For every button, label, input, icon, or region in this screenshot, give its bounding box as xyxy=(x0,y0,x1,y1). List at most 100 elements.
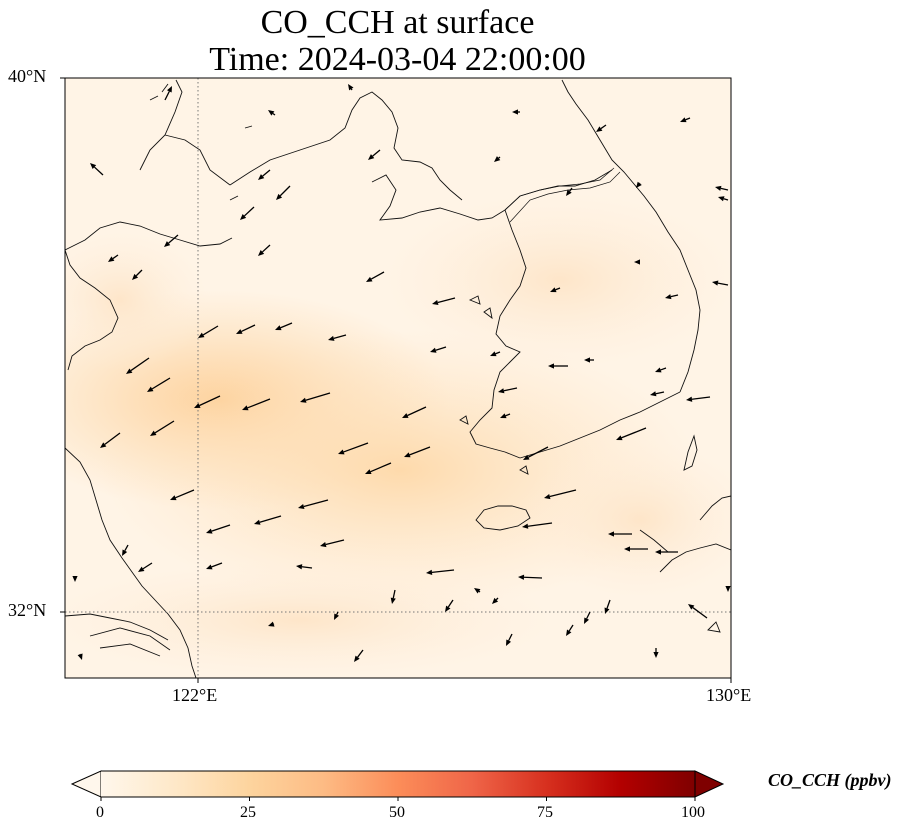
wind-arrow xyxy=(494,156,501,162)
wind-arrow xyxy=(258,169,271,180)
concentration-field xyxy=(65,78,731,678)
wind-arrow xyxy=(523,446,549,460)
wind-arrow xyxy=(608,531,632,537)
wind-arrow xyxy=(164,234,179,247)
colorbar-tick-75: 75 xyxy=(537,804,553,821)
wind-arrow xyxy=(584,357,594,363)
map-frame xyxy=(64,77,732,679)
wind-arrow xyxy=(242,398,271,411)
wind-arrow xyxy=(688,604,708,619)
wind-arrow xyxy=(348,84,354,91)
wind-arrow xyxy=(268,621,275,627)
wind-arrow xyxy=(680,117,691,123)
wind-arrow xyxy=(518,574,543,580)
wind-arrow xyxy=(236,324,256,334)
wind-arrow xyxy=(432,297,456,306)
wind-arrow xyxy=(334,611,340,620)
wind-vectors xyxy=(72,84,731,662)
wind-arrow xyxy=(655,549,678,555)
colorbar-extend-high xyxy=(694,770,725,798)
wind-arrow xyxy=(390,589,396,604)
wind-arrow xyxy=(338,442,369,455)
wind-arrow xyxy=(300,392,331,403)
lat-label-32n: 32°N xyxy=(8,600,47,620)
wind-arrow xyxy=(354,649,364,662)
colorbar-tick-100: 100 xyxy=(681,804,705,821)
wind-arrow xyxy=(254,515,282,525)
wind-arrow xyxy=(544,489,577,500)
axis-ticks xyxy=(60,77,732,683)
wind-arrow xyxy=(402,406,427,418)
wind-arrow xyxy=(490,351,501,357)
colorbar-gradient xyxy=(101,771,695,797)
wind-arrow xyxy=(566,187,573,196)
wind-arrow xyxy=(206,524,231,534)
wind-arrow xyxy=(634,259,640,265)
colorbar xyxy=(70,770,725,801)
wind-arrow xyxy=(296,564,313,570)
wind-arrow xyxy=(596,124,607,132)
wind-arrow xyxy=(268,110,276,116)
wind-arrow xyxy=(320,539,345,548)
wind-arrow xyxy=(624,546,648,552)
wind-arrow xyxy=(718,196,729,202)
wind-arrow xyxy=(194,395,221,408)
colorbar-tick-25: 25 xyxy=(240,804,256,821)
wind-arrow xyxy=(276,185,291,200)
wind-arrow xyxy=(712,280,729,286)
wind-arrow xyxy=(147,377,171,392)
wind-arrow xyxy=(365,462,392,475)
wind-arrow xyxy=(474,588,481,594)
colorbar-tick-0: 0 xyxy=(96,804,104,821)
wind-arrow xyxy=(298,499,329,509)
wind-arrow xyxy=(328,334,347,341)
wind-arrow xyxy=(77,653,83,660)
wind-arrow xyxy=(206,562,223,570)
wind-arrow xyxy=(108,254,119,262)
wind-arrow xyxy=(275,322,293,331)
wind-arrow xyxy=(426,569,455,575)
wind-arrow xyxy=(715,185,729,191)
colorbar-extend-low xyxy=(70,770,102,798)
wind-arrow xyxy=(366,271,385,282)
wind-arrow xyxy=(566,624,574,636)
wind-arrow xyxy=(584,611,591,624)
wind-arrow xyxy=(138,562,153,572)
wind-arrow xyxy=(430,346,447,353)
lon-label-130e: 130°E xyxy=(706,685,752,705)
wind-arrow xyxy=(258,244,271,256)
wind-arrow xyxy=(132,269,143,280)
lon-label-122e: 122°E xyxy=(172,685,218,705)
wind-arrow xyxy=(506,633,513,646)
wind-arrow xyxy=(512,109,520,115)
wind-arrow xyxy=(655,367,667,373)
wind-arrow xyxy=(404,446,431,458)
wind-arrow xyxy=(636,181,642,188)
lat-label-40n: 40°N xyxy=(8,66,47,86)
wind-arrow xyxy=(170,489,195,501)
wind-arrow xyxy=(240,206,255,220)
wind-arrow xyxy=(604,599,611,614)
colorbar-tick-50: 50 xyxy=(389,804,405,821)
wind-arrow xyxy=(90,163,104,176)
gridlines xyxy=(65,78,731,678)
wind-arrow xyxy=(164,86,172,101)
wind-arrow xyxy=(100,432,121,448)
wind-arrow xyxy=(492,597,499,604)
wind-arrow xyxy=(126,357,150,374)
wind-arrow xyxy=(500,413,511,419)
coastlines xyxy=(65,79,731,678)
colorbar-title: CO_CCH (ppbv) xyxy=(768,770,892,790)
wind-arrow xyxy=(122,544,129,556)
wind-arrow xyxy=(550,287,561,293)
wind-arrow xyxy=(522,522,553,529)
wind-arrow xyxy=(498,387,518,394)
map-subtitle-time: Time: 2024-03-04 22:00:00 xyxy=(209,41,586,78)
wind-arrow xyxy=(653,648,659,658)
wind-arrow xyxy=(616,427,647,441)
wind-arrow xyxy=(198,325,219,338)
wind-arrow xyxy=(72,576,78,582)
wind-arrow xyxy=(665,294,679,300)
wind-arrow xyxy=(650,391,665,397)
